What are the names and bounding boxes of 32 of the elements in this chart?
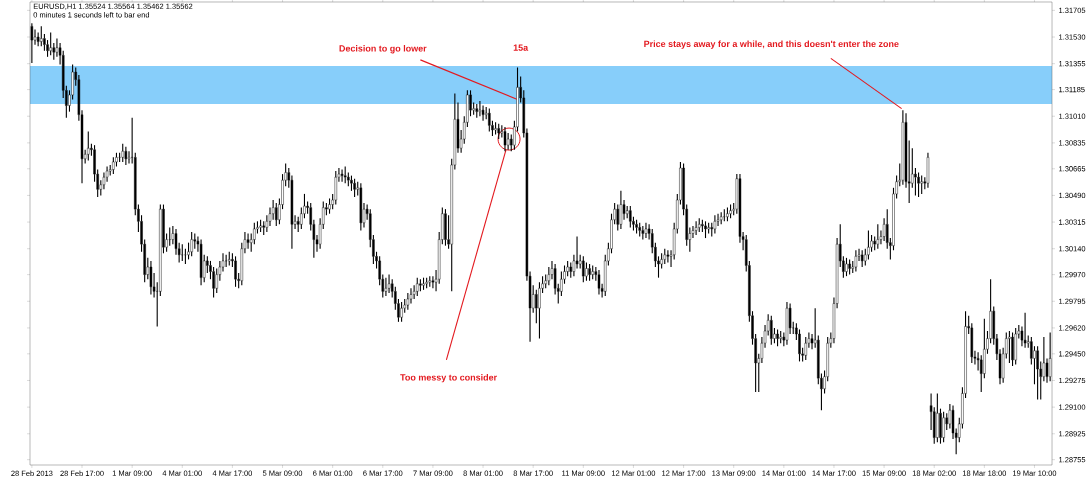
candlestick <box>268 207 272 227</box>
candlestick <box>105 165 109 183</box>
candlestick <box>265 214 269 233</box>
annotation: Price stays away for a while, and this doesn't enter the zone <box>644 40 899 49</box>
candlestick <box>694 220 698 236</box>
candlestick <box>193 232 197 250</box>
annotation: Too messy to consider <box>400 374 497 383</box>
candlestick <box>585 261 588 282</box>
candlestick <box>951 405 955 440</box>
candlestick <box>976 351 980 372</box>
candlestick <box>234 255 237 288</box>
candlestick <box>409 287 413 305</box>
candlestick <box>124 146 128 166</box>
candlestick <box>212 266 215 299</box>
candlestick <box>30 22 34 64</box>
candlestick <box>1033 345 1036 385</box>
candlestick <box>387 274 391 294</box>
candlestick <box>328 197 331 215</box>
candlestick <box>1036 345 1039 401</box>
candlestick <box>246 232 250 250</box>
candlestick <box>290 175 294 250</box>
annotation: Decision to go lower <box>339 45 427 54</box>
annotation: 15a <box>513 44 529 51</box>
candlestick <box>882 217 886 242</box>
candlestick <box>704 220 707 239</box>
candlestick <box>412 284 416 300</box>
candlestick <box>271 199 275 221</box>
candlestick <box>174 228 178 256</box>
candlestick <box>221 252 225 273</box>
candlestick <box>1042 336 1046 382</box>
candlestick <box>102 172 106 190</box>
candlestick <box>1048 331 1052 382</box>
